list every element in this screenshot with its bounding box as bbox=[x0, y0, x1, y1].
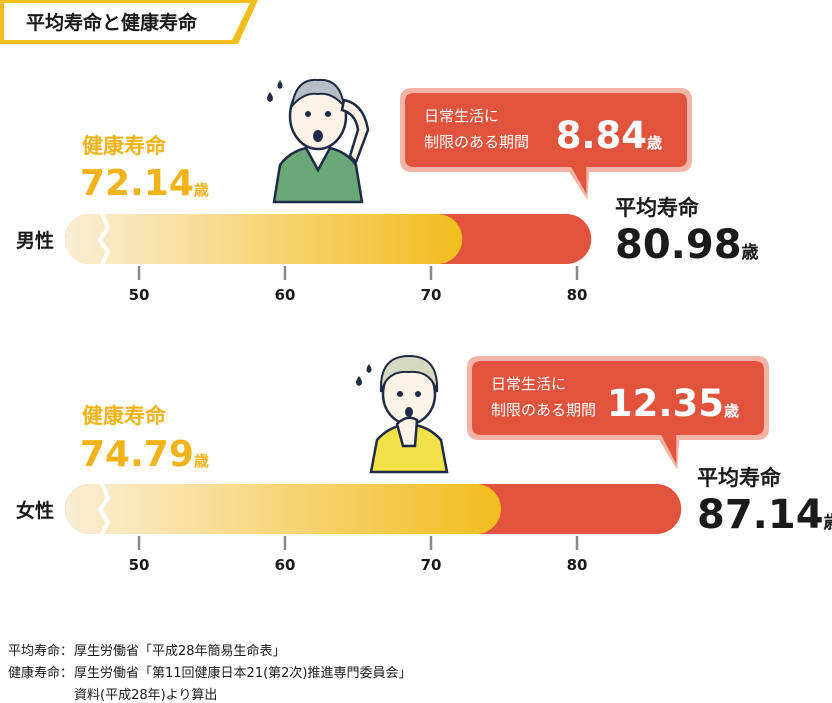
sweat-drop bbox=[356, 376, 362, 386]
healthy-life-bar bbox=[65, 484, 501, 534]
category-label: 男性 bbox=[16, 229, 54, 252]
source-line-3: 資料(平成28年)より算出 bbox=[8, 684, 217, 703]
source-text: 厚生労働省「第11回健康日本21(第2次)推進専門委員会」 bbox=[74, 666, 412, 681]
category-label: 女性 bbox=[16, 499, 54, 522]
healthy-life-value: 72.14歳 bbox=[80, 163, 209, 204]
arm-shape bbox=[340, 98, 370, 165]
mouth-shape bbox=[313, 130, 323, 142]
healthy-life-value: 74.79歳 bbox=[80, 434, 209, 475]
limited-period-label-line2: 制限のある期間 bbox=[491, 401, 596, 419]
tick-label: 50 bbox=[129, 286, 150, 304]
healthy-life-value-unit: 歳 bbox=[194, 181, 209, 199]
title-tag-shape bbox=[0, 0, 258, 44]
avg-life-label: 平均寿命 bbox=[697, 466, 782, 490]
avg-life-label: 平均寿命 bbox=[615, 196, 700, 220]
avg-life-value: 87.14歳 bbox=[697, 492, 832, 538]
tick-label: 80 bbox=[567, 556, 588, 574]
eye-right bbox=[325, 111, 331, 117]
limited-period-value-unit: 歳 bbox=[724, 402, 739, 420]
hand-shape bbox=[395, 416, 419, 448]
axis-break-mark bbox=[97, 481, 111, 537]
mouth-shape bbox=[405, 407, 413, 417]
healthy-life-label: 健康寿命 bbox=[82, 404, 167, 428]
avg-life-value-number: 80.98 bbox=[615, 222, 742, 268]
axis-break-mark bbox=[97, 211, 111, 267]
eye-left bbox=[305, 111, 311, 117]
sweat-drop bbox=[267, 92, 273, 102]
sweat-drop bbox=[366, 364, 372, 373]
limited-period-value-number: 8.84 bbox=[556, 114, 647, 157]
hair-shape bbox=[379, 354, 439, 393]
collar-shape bbox=[304, 147, 332, 173]
eye-right bbox=[415, 391, 421, 397]
tick-label: 80 bbox=[567, 286, 588, 304]
tick-label: 60 bbox=[275, 556, 296, 574]
limited-period-value: 12.35歳 bbox=[607, 382, 739, 425]
source-label: 平均寿命： bbox=[8, 644, 74, 659]
healthy-life-bar bbox=[65, 214, 463, 264]
source-line-2: 健康寿命：厚生労働省「第11回健康日本21(第2次)推進専門委員会」 bbox=[8, 662, 412, 681]
limited-period-label-line1: 日常生活に bbox=[424, 107, 499, 125]
avg-life-value-number: 87.14 bbox=[697, 492, 824, 538]
limited-period-value: 8.84歳 bbox=[556, 114, 662, 157]
healthy-life-value-unit: 歳 bbox=[194, 452, 209, 470]
eye-left bbox=[397, 391, 403, 397]
elderly-man-worried-icon bbox=[267, 78, 370, 204]
avg-life-value-unit: 歳 bbox=[742, 242, 759, 263]
limited-period-label-line1: 日常生活に bbox=[491, 375, 566, 393]
elderly-woman-worried-icon bbox=[356, 354, 449, 474]
tick-label: 50 bbox=[129, 556, 150, 574]
chart-title: 平均寿命と健康寿命 bbox=[26, 12, 198, 34]
limited-period-value-unit: 歳 bbox=[647, 134, 662, 152]
healthy-life-value-number: 74.79 bbox=[80, 434, 194, 475]
speech-bubble bbox=[405, 93, 687, 194]
source-line-1: 平均寿命：厚生労働省「平成28年簡易生命表」 bbox=[8, 640, 286, 659]
sweat-drop bbox=[277, 80, 283, 89]
healthy-life-label: 健康寿命 bbox=[82, 134, 167, 158]
source-text: 厚生労働省「平成28年簡易生命表」 bbox=[74, 644, 286, 659]
speech-bubble bbox=[472, 361, 764, 464]
limited-period-label-line2: 制限のある期間 bbox=[424, 133, 529, 151]
tick-label: 60 bbox=[275, 286, 296, 304]
avg-life-value: 80.98歳 bbox=[615, 222, 759, 268]
tick-label: 70 bbox=[421, 556, 442, 574]
tick-label: 70 bbox=[421, 286, 442, 304]
limited-period-value-number: 12.35 bbox=[607, 382, 724, 425]
avg-life-value-unit: 歳 bbox=[824, 512, 832, 533]
healthy-life-value-number: 72.14 bbox=[80, 163, 194, 204]
source-text: 資料(平成28年)より算出 bbox=[74, 688, 218, 703]
source-label: 健康寿命： bbox=[8, 666, 74, 681]
